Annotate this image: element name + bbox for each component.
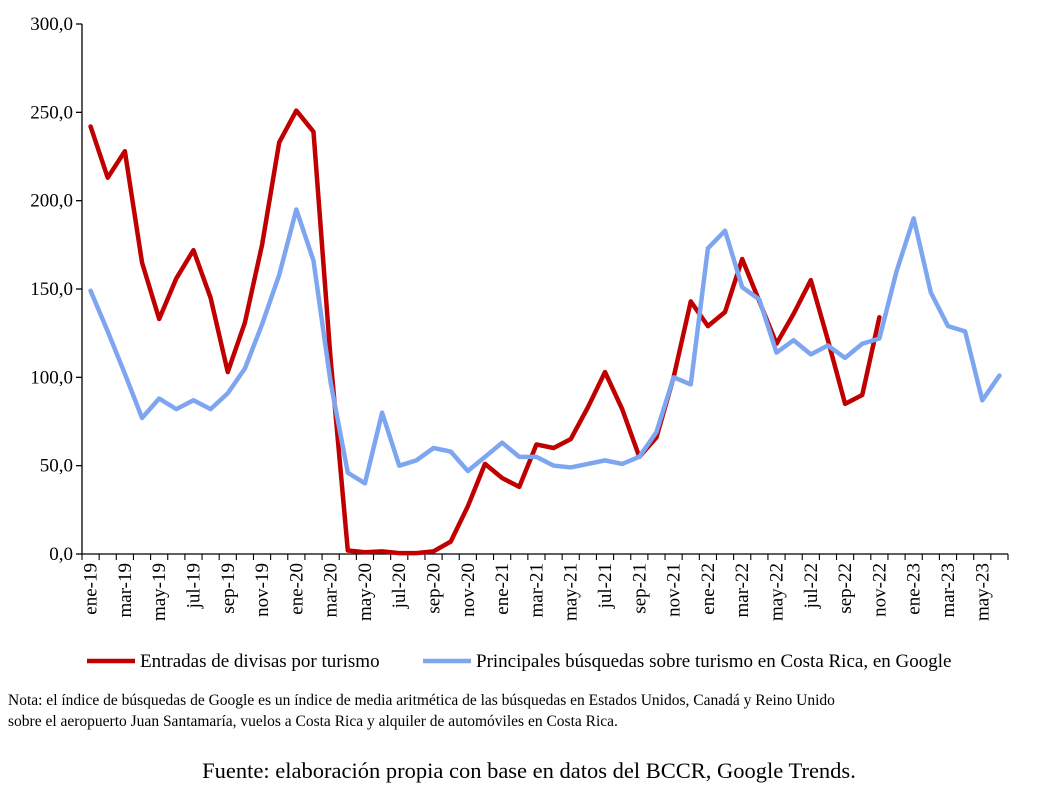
y-tick-label: 150,0 xyxy=(30,279,73,300)
x-tick-label: ene-20 xyxy=(286,563,307,615)
y-tick-label: 300,0 xyxy=(30,14,73,35)
x-tick-label: sep-21 xyxy=(629,563,650,614)
legend-label-0: Entradas de divisas por turismo xyxy=(140,651,380,672)
legend-label-1: Principales búsquedas sobre turismo en C… xyxy=(476,651,951,672)
x-tick-label: jul-20 xyxy=(389,563,410,609)
x-tick-label: jul-19 xyxy=(183,563,204,609)
x-tick-label: jul-21 xyxy=(595,563,616,609)
line-chart: 0,0 50,0 100,0 150,0 200,0 250,0 300,0 ene-19 m… xyxy=(30,14,1009,672)
x-tick-label: mar-19 xyxy=(115,563,136,618)
x-tick-label: nov-20 xyxy=(458,563,479,617)
x-tick-label: sep-22 xyxy=(835,563,856,614)
chart-source: Fuente: elaboración propia con base en d… xyxy=(202,758,856,783)
x-tick-label: ene-21 xyxy=(492,563,513,615)
series-line-1 xyxy=(88,207,1002,486)
x-tick-label: sep-20 xyxy=(424,563,445,614)
x-tick-label: mar-22 xyxy=(732,563,753,618)
x-tick-label: ene-22 xyxy=(698,563,719,615)
series-line-0 xyxy=(88,108,882,556)
series-layer xyxy=(88,108,1002,556)
x-tick-label: may-23 xyxy=(972,563,993,621)
x-tick-label: nov-21 xyxy=(664,563,685,617)
x-tick-label: mar-20 xyxy=(321,563,342,618)
y-tick-label: 0,0 xyxy=(49,544,73,565)
x-tick-label: ene-23 xyxy=(904,563,925,615)
x-tick-label: mar-21 xyxy=(526,563,547,618)
x-tick-label: jul-22 xyxy=(801,563,822,609)
y-tick-label: 250,0 xyxy=(30,102,73,123)
y-tick-label: 200,0 xyxy=(30,191,73,212)
x-tick-label: may-19 xyxy=(149,563,170,621)
x-tick-label: mar-23 xyxy=(938,563,959,618)
y-tick-label: 50,0 xyxy=(40,456,73,477)
x-tick-label: sep-19 xyxy=(218,563,239,614)
chart-note: Nota: el índice de búsquedas de Google e… xyxy=(8,692,835,730)
legend: Entradas de divisas por turismo Principal… xyxy=(87,651,951,672)
y-axis: 0,0 50,0 100,0 150,0 200,0 250,0 300,0 xyxy=(30,14,83,565)
x-tick-label: nov-22 xyxy=(869,563,890,617)
x-tick-label: may-20 xyxy=(355,563,376,621)
y-tick-label: 100,0 xyxy=(30,367,73,388)
x-tick-label: nov-19 xyxy=(252,563,273,617)
x-axis: ene-19 mar-19 may-19 jul-19 sep-19 nov-19 ene-… xyxy=(81,553,1009,621)
x-tick-label: may-22 xyxy=(767,563,788,621)
x-tick-label: may-21 xyxy=(561,563,582,621)
x-tick-label: ene-19 xyxy=(81,563,102,615)
